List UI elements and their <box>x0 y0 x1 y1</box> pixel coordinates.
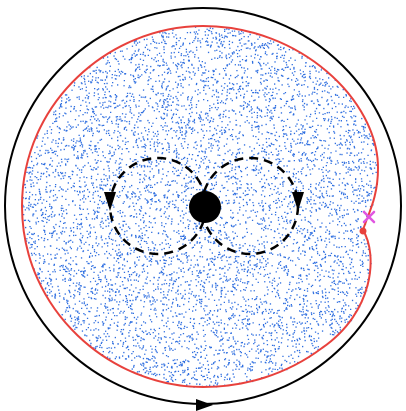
boundary-curve <box>20 24 380 389</box>
left-loop-arrow-icon <box>104 192 116 211</box>
marker-cross-icon <box>362 210 376 224</box>
marker-dot <box>359 227 367 235</box>
right-loop-arrow-icon <box>292 192 304 211</box>
central-body <box>189 191 221 223</box>
outer-orbit-arrow-icon <box>196 399 213 411</box>
